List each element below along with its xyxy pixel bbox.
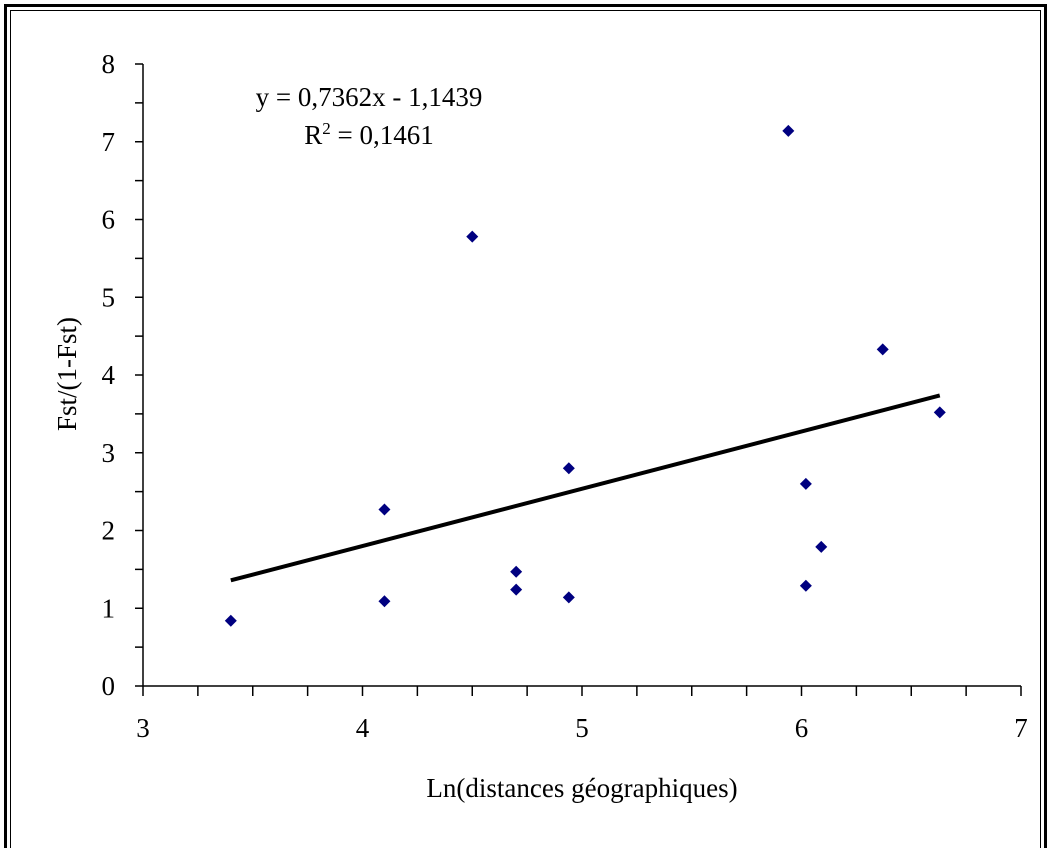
data-point	[562, 591, 575, 604]
trendline	[230, 393, 941, 583]
data-point	[510, 583, 523, 596]
y-tick-label: 5	[102, 282, 116, 312]
data-point	[933, 406, 946, 419]
chart-frame	[4, 4, 1047, 848]
y-tick-label: 0	[102, 671, 116, 701]
trendline-equation: y = 0,7362x - 1,1439	[256, 82, 483, 112]
data-point	[876, 343, 889, 356]
x-axis-label: Ln(distances géographiques)	[426, 773, 737, 803]
y-tick-label: 7	[102, 127, 116, 157]
data-point	[510, 565, 523, 578]
data-point	[782, 124, 795, 137]
y-tick-label: 6	[102, 205, 116, 235]
data-point	[378, 595, 391, 608]
chart-frame-inner	[10, 10, 1041, 848]
data-point	[466, 230, 479, 243]
data-point	[378, 503, 391, 516]
data-points	[224, 124, 946, 627]
x-tick-label: 4	[356, 713, 370, 743]
r-squared-symbol: R	[304, 120, 322, 150]
y-tick-label: 8	[102, 49, 116, 79]
r-squared-value: = 0,1461	[331, 120, 434, 150]
data-point	[562, 462, 575, 475]
data-point	[224, 614, 237, 627]
y-tick-label: 1	[102, 593, 116, 623]
r-squared-superscript: 2	[322, 119, 331, 138]
y-tick-label: 4	[102, 360, 116, 390]
x-tick-label: 3	[136, 713, 150, 743]
x-tick-label: 7	[1014, 713, 1028, 743]
x-tick-label: 6	[795, 713, 809, 743]
r-squared-label: R2 = 0,1461	[304, 119, 434, 150]
data-point	[799, 579, 812, 592]
y-axis-label: Fst/(1-Fst)	[52, 317, 82, 431]
y-tick-label: 3	[102, 438, 116, 468]
data-point	[815, 540, 828, 553]
x-tick-label: 5	[575, 713, 589, 743]
y-tick-label: 2	[102, 516, 116, 546]
data-point	[799, 477, 812, 490]
axes: 3 4 5 6 7 0 1 2 3 4 5 6 7 8	[102, 49, 1028, 743]
